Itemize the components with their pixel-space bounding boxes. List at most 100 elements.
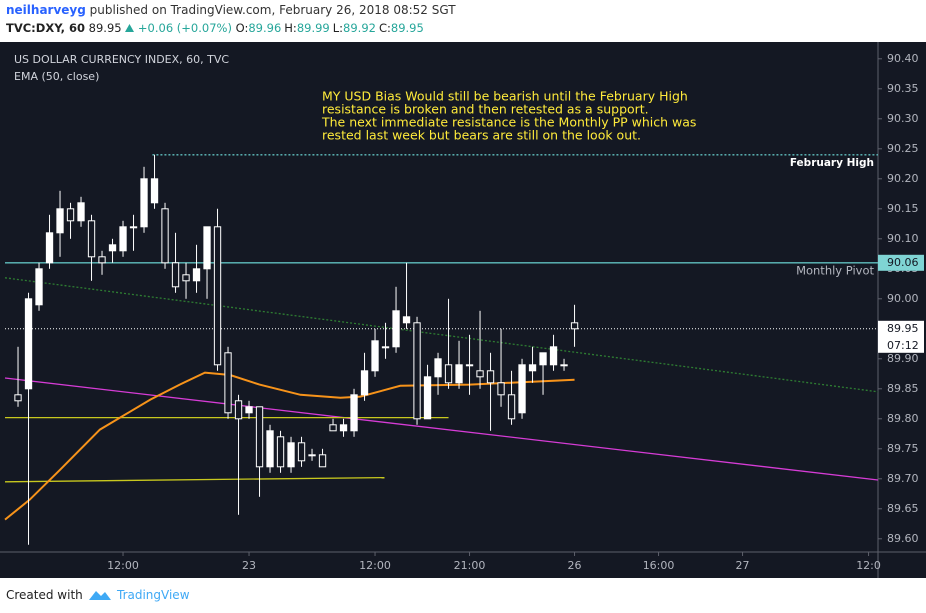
candle-body <box>329 424 337 432</box>
candle-body <box>381 346 390 349</box>
candle-body <box>87 220 96 258</box>
y-tick-label: 89.90 <box>887 352 919 365</box>
y-tick-label: 90.15 <box>887 202 919 215</box>
up-arrow <box>125 24 135 32</box>
x-tick-label: 23 <box>242 559 256 572</box>
x-tick-label: 21:00 <box>454 559 486 572</box>
ohlc-value: 89.92 <box>343 21 376 35</box>
candle-body <box>234 400 243 420</box>
footer-created: Created with <box>6 588 83 602</box>
candle-body <box>518 364 526 414</box>
candle-body <box>297 442 306 462</box>
candle-body <box>24 298 33 390</box>
ohlc: O:89.96 H:89.99 L:89.92 C:89.95 <box>236 21 427 35</box>
x-tick-label: 26 <box>568 559 582 572</box>
annotation: The next immediate resistance is the Mon… <box>321 115 696 130</box>
ohlc-label: C: <box>378 21 391 35</box>
ohlc-value: 89.95 <box>390 21 424 35</box>
candle-body <box>108 244 117 252</box>
candle-body <box>245 406 253 414</box>
chart: US DOLLAR CURRENCY INDEX, 60, TVC EMA (5… <box>0 42 926 578</box>
candle-body <box>276 436 285 468</box>
candle-body <box>224 352 232 414</box>
candle-body <box>129 226 138 229</box>
annotation: MY USD Bias Would still be bearish until… <box>322 89 688 104</box>
candle-body <box>413 322 421 420</box>
candle-body <box>350 394 358 432</box>
chart-title: US DOLLAR CURRENCY INDEX, 60, TVC <box>14 53 229 66</box>
candle-body <box>423 376 432 420</box>
ohlc-label: H: <box>284 21 297 35</box>
trend-line <box>4 277 879 393</box>
y-tick-label: 90.25 <box>887 142 919 155</box>
candle-body <box>402 316 411 324</box>
candle-body <box>56 208 64 234</box>
candle-body <box>119 226 127 252</box>
candle-body <box>549 346 558 366</box>
x-tick-label: 12:0 <box>856 559 881 572</box>
candle-body <box>434 358 442 378</box>
candle-body <box>476 370 484 378</box>
candle-body <box>318 454 327 468</box>
candle-body <box>203 226 211 270</box>
ohlc-value: 89.96 <box>248 21 282 35</box>
candle-body <box>98 256 106 264</box>
candle-body <box>255 406 264 468</box>
pivot-box <box>878 254 924 271</box>
candle-body <box>182 274 190 282</box>
candle-body <box>35 268 43 306</box>
change: +0.06 (+0.07%) <box>137 21 232 35</box>
timer-label: 07:12 <box>887 339 919 352</box>
y-tick-label: 89.85 <box>887 382 919 395</box>
y-tick-label: 89.80 <box>887 412 919 425</box>
candle-body <box>45 232 54 264</box>
candle-body <box>392 310 400 348</box>
candle-body <box>140 178 148 228</box>
y-tick-label: 89.65 <box>887 502 919 515</box>
header-line: neilharveyg published on TradingView.com… <box>6 3 456 17</box>
candle-body <box>150 178 159 204</box>
logo <box>89 591 111 600</box>
candle-body <box>14 394 22 402</box>
y-tick-label: 90.00 <box>887 292 919 305</box>
candle-body <box>371 340 379 372</box>
price-label: 89.95 <box>887 322 919 335</box>
footer-brand[interactable]: TradingView <box>117 588 190 602</box>
candle-body <box>339 424 348 432</box>
candle-body <box>486 370 495 384</box>
y-tick-label: 90.20 <box>887 172 919 185</box>
y-tick-label: 90.30 <box>887 112 919 125</box>
candle-body <box>213 226 222 366</box>
indicator-label: EMA (50, close) <box>14 70 99 83</box>
ohlc-label: O: <box>235 21 249 35</box>
x-tick-label: 16:00 <box>643 559 675 572</box>
y-tick-label: 90.35 <box>887 82 919 95</box>
y-tick-label: 90.10 <box>887 232 919 245</box>
author: neilharveyg <box>6 3 86 17</box>
x-tick-label: 27 <box>736 559 750 572</box>
candle-body <box>455 364 463 384</box>
trend-line <box>4 476 385 483</box>
candle-body <box>360 370 369 396</box>
y-tick-label: 89.60 <box>887 532 919 545</box>
symbol: TVC:DXY, 60 <box>6 21 85 35</box>
candle-body <box>465 364 474 367</box>
candle-body <box>444 364 453 384</box>
candle-body <box>161 208 169 264</box>
candle-body <box>560 364 568 367</box>
annotation: rested last week but bears are still on … <box>322 128 641 143</box>
annotation: resistance is broken and then retested a… <box>322 102 649 117</box>
published: published on TradingView.com, February 2… <box>89 3 456 17</box>
pivot-label: 90.06 <box>887 256 919 269</box>
y-tick-label: 90.40 <box>887 52 919 65</box>
y-tick-label: 89.75 <box>887 442 919 455</box>
candle-body <box>266 430 274 468</box>
x-tick-label: 12:00 <box>107 559 139 572</box>
candle-body <box>192 268 201 282</box>
y-tick-label: 89.70 <box>887 472 919 485</box>
candle-body <box>539 352 547 366</box>
x-tick-label: 12:00 <box>359 559 391 572</box>
candle-body <box>497 382 505 396</box>
price-box <box>878 320 924 353</box>
